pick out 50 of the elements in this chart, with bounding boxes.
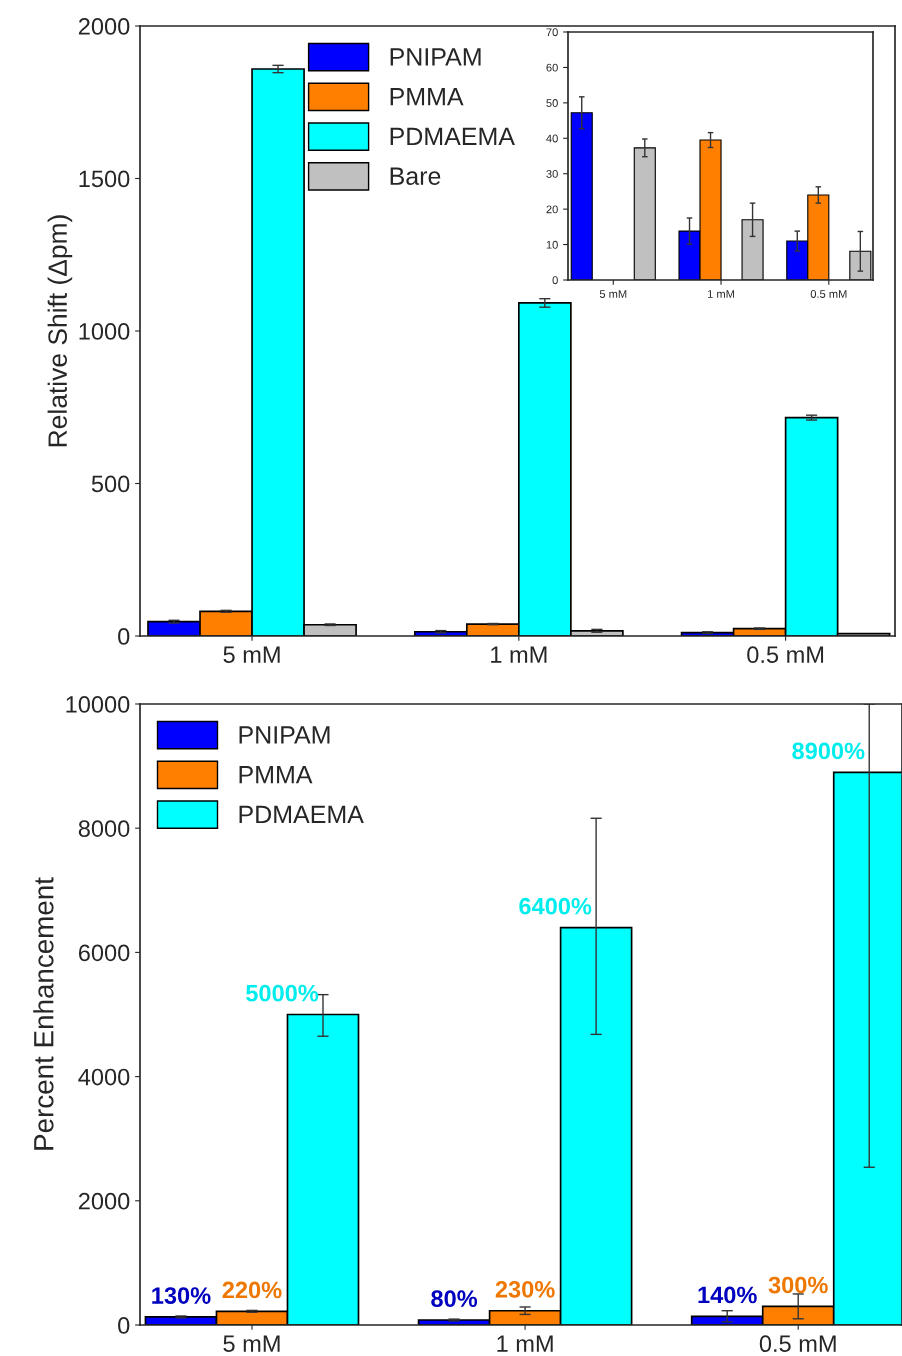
y-tick-label: 2000 (78, 1192, 130, 1210)
y-axis-title: Percent Enhancement (33, 877, 54, 1150)
legend-label: PMMA (239, 766, 313, 784)
x-tick-label: 0.5 mM (759, 1335, 836, 1353)
bar (570, 112, 593, 280)
data-label: 230% (495, 1281, 555, 1298)
data-label: 6400% (519, 897, 592, 915)
legend-label: PDMAEMA (390, 127, 515, 145)
legend-label: PDMAEMA (239, 805, 364, 823)
x-tick-label: 5 mM (223, 1335, 280, 1353)
y-tick-label: 0 (552, 276, 558, 285)
x-tick-label: 0.5 mM (810, 290, 847, 298)
data-label: 130% (152, 1287, 211, 1304)
y-tick-label: 30 (546, 169, 558, 178)
legend-label: Bare (390, 167, 441, 185)
x-tick-label: 5 mM (223, 646, 280, 664)
x-tick-label: 1 mM (708, 290, 735, 298)
y-tick-label: 60 (546, 63, 558, 72)
y-tick-label: 1500 (79, 170, 130, 188)
legend-label: PMMA (390, 88, 464, 106)
y-tick-label: 10000 (66, 696, 130, 713)
y-tick-label: 4000 (78, 1068, 130, 1086)
x-tick-label: 1 mM (497, 1335, 553, 1352)
y-tick-label: 6000 (78, 944, 130, 962)
y-tick-label: 2000 (78, 18, 130, 35)
y-tick-label: 10 (546, 240, 558, 249)
y-tick-label: 20 (546, 205, 558, 214)
legend-label: PNIPAM (239, 726, 330, 744)
bar (741, 219, 764, 280)
y-axis-title: Relative Shift (Δpm) (47, 215, 73, 447)
y-tick-label: 8000 (78, 820, 130, 837)
data-label: 8900% (792, 742, 865, 760)
y-tick-label: 1000 (79, 323, 130, 340)
data-label: 300% (768, 1276, 828, 1294)
x-tick-label: 0.5 mM (747, 646, 824, 664)
y-tick-label: 0 (118, 1317, 130, 1334)
bar (633, 147, 656, 280)
bar (849, 250, 872, 280)
data-label: 220% (222, 1281, 282, 1299)
data-label: 80% (431, 1290, 478, 1308)
legend-label: PNIPAM (390, 48, 481, 66)
y-tick-label: 50 (546, 99, 558, 107)
x-tick-label: 5 mM (599, 290, 627, 298)
y-tick-label: 0 (118, 628, 130, 645)
y-tick-label: 40 (546, 134, 558, 143)
y-tick-label: 500 (91, 475, 130, 493)
data-label: 140% (698, 1286, 757, 1304)
data-label: 5000% (246, 984, 319, 1002)
y-tick-label: 70 (546, 28, 558, 37)
x-tick-label: 1 mM (491, 646, 547, 663)
